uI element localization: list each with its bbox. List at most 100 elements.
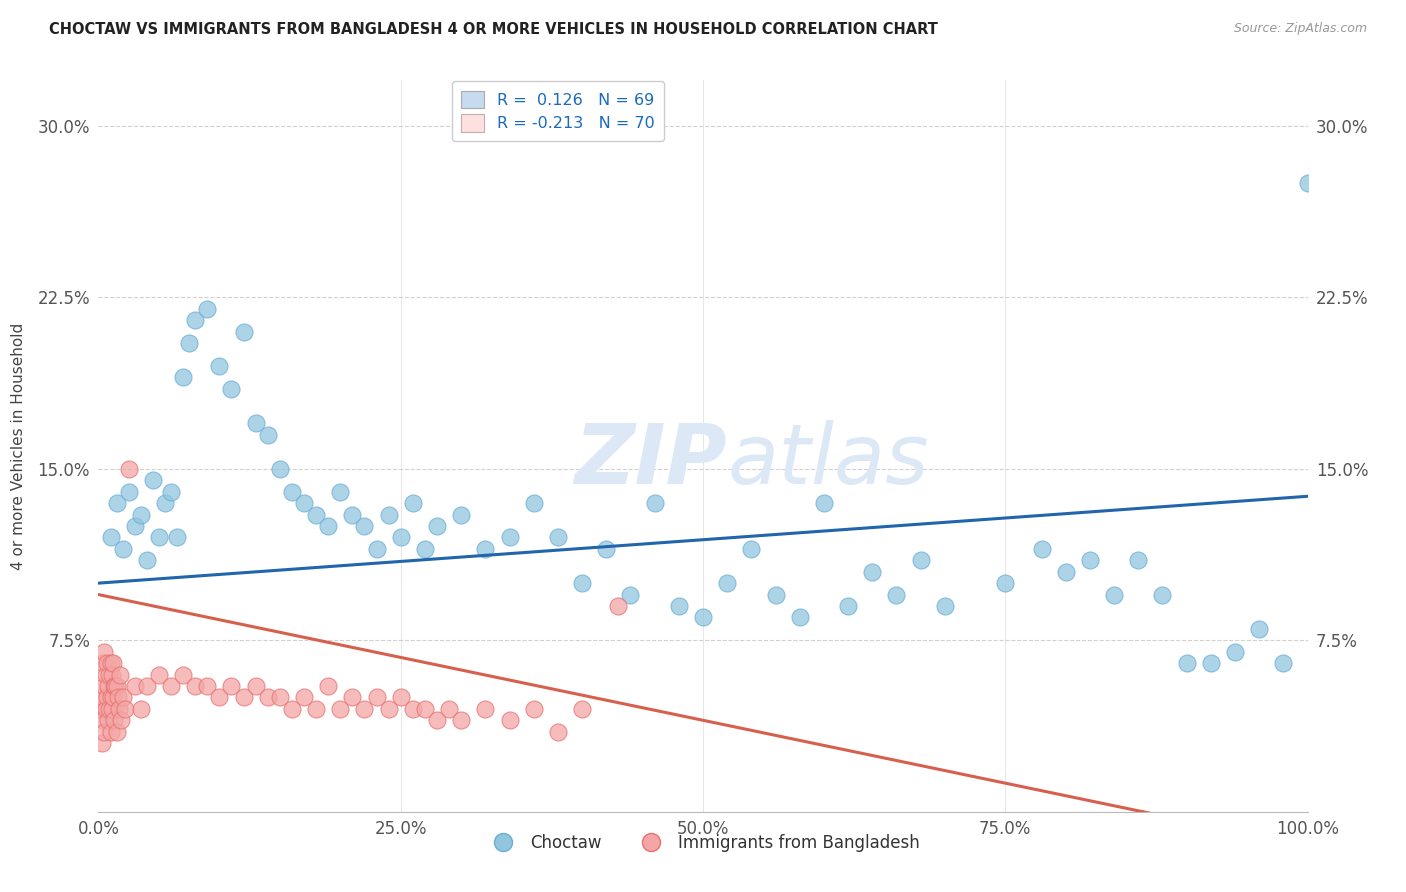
Point	[256, 427, 278, 442]
Point	[221, 679, 243, 693]
Point	[789, 610, 811, 624]
Point	[195, 679, 218, 693]
Point	[166, 530, 188, 544]
Point	[607, 599, 630, 613]
Point	[108, 667, 131, 681]
Point	[100, 690, 122, 705]
Point	[105, 679, 128, 693]
Point	[305, 702, 328, 716]
Point	[118, 462, 141, 476]
Point	[93, 724, 115, 739]
Point	[93, 679, 115, 693]
Point	[179, 336, 201, 351]
Text: CHOCTAW VS IMMIGRANTS FROM BANGLADESH 4 OR MORE VEHICLES IN HOUSEHOLD CORRELATIO: CHOCTAW VS IMMIGRANTS FROM BANGLADESH 4 …	[49, 22, 938, 37]
Point	[1223, 645, 1246, 659]
Legend: Choctaw, Immigrants from Bangladesh: Choctaw, Immigrants from Bangladesh	[479, 827, 927, 858]
Point	[103, 679, 125, 693]
Point	[124, 519, 146, 533]
Point	[118, 484, 141, 499]
Point	[98, 667, 121, 681]
Point	[668, 599, 690, 613]
Point	[1175, 656, 1198, 670]
Point	[105, 496, 128, 510]
Point	[342, 508, 364, 522]
Point	[172, 370, 194, 384]
Point	[221, 382, 243, 396]
Text: atlas: atlas	[727, 420, 929, 501]
Point	[114, 702, 136, 716]
Point	[124, 679, 146, 693]
Point	[101, 690, 124, 705]
Point	[94, 702, 117, 716]
Point	[437, 702, 460, 716]
Y-axis label: 4 or more Vehicles in Household: 4 or more Vehicles in Household	[11, 322, 27, 570]
Point	[1031, 541, 1053, 556]
Point	[160, 484, 183, 499]
Point	[860, 565, 883, 579]
Point	[245, 679, 267, 693]
Point	[595, 541, 617, 556]
Text: ZIP: ZIP	[575, 420, 727, 501]
Point	[1078, 553, 1101, 567]
Point	[97, 679, 120, 693]
Point	[934, 599, 956, 613]
Point	[402, 702, 425, 716]
Point	[316, 519, 339, 533]
Point	[281, 702, 304, 716]
Point	[353, 519, 375, 533]
Point	[292, 496, 315, 510]
Point	[90, 702, 112, 716]
Point	[91, 736, 114, 750]
Point	[108, 702, 131, 716]
Point	[837, 599, 859, 613]
Point	[571, 702, 593, 716]
Point	[110, 714, 132, 728]
Text: Source: ZipAtlas.com: Source: ZipAtlas.com	[1233, 22, 1367, 36]
Point	[450, 714, 472, 728]
Point	[91, 690, 114, 705]
Point	[94, 667, 117, 681]
Point	[1249, 622, 1271, 636]
Point	[129, 508, 152, 522]
Point	[765, 588, 787, 602]
Point	[813, 496, 835, 510]
Point	[329, 702, 352, 716]
Point	[994, 576, 1017, 591]
Point	[98, 702, 121, 716]
Point	[1272, 656, 1295, 670]
Point	[269, 462, 291, 476]
Point	[692, 610, 714, 624]
Point	[160, 679, 183, 693]
Point	[107, 690, 129, 705]
Point	[353, 702, 375, 716]
Point	[316, 679, 339, 693]
Point	[142, 473, 165, 487]
Point	[523, 496, 546, 510]
Point	[208, 359, 231, 373]
Point	[886, 588, 908, 602]
Point	[100, 702, 122, 716]
Point	[135, 553, 157, 567]
Point	[103, 714, 125, 728]
Point	[135, 679, 157, 693]
Point	[97, 714, 120, 728]
Point	[195, 301, 218, 316]
Point	[1102, 588, 1125, 602]
Point	[1199, 656, 1222, 670]
Point	[377, 702, 399, 716]
Point	[377, 508, 399, 522]
Point	[305, 508, 328, 522]
Point	[1054, 565, 1077, 579]
Point	[1128, 553, 1150, 567]
Point	[232, 690, 254, 705]
Point	[413, 702, 436, 716]
Point	[389, 530, 412, 544]
Point	[389, 690, 412, 705]
Point	[111, 690, 134, 705]
Point	[91, 656, 114, 670]
Point	[111, 541, 134, 556]
Point	[571, 576, 593, 591]
Point	[498, 530, 520, 544]
Point	[232, 325, 254, 339]
Point	[101, 656, 124, 670]
